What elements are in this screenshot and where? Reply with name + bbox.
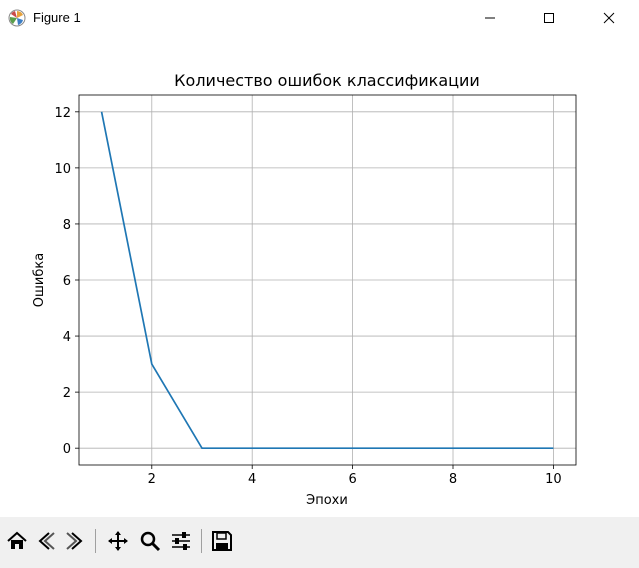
toolbar-separator (201, 529, 202, 553)
figure-canvas[interactable]: 2 4 6 8 10 0 2 4 6 8 10 12 Количество ошибок класси… (0, 37, 639, 517)
x-tick-label: 4 (248, 472, 256, 487)
x-tick-label: 8 (449, 472, 457, 487)
sliders-icon (172, 532, 190, 550)
y-tick-label: 0 (63, 442, 71, 457)
close-icon (603, 12, 615, 24)
window-title: Figure 1 (33, 10, 81, 25)
window-titlebar: Figure 1 (0, 0, 639, 37)
x-tick-label: 6 (348, 472, 356, 487)
matplotlib-logo-icon (8, 9, 26, 27)
x-axis-label: Эпохи (306, 493, 348, 508)
minimize-icon (485, 17, 495, 19)
y-tick-label: 12 (54, 106, 71, 121)
pan-button[interactable] (104, 527, 132, 555)
save-button[interactable] (208, 527, 236, 555)
navigation-toolbar (0, 517, 639, 568)
y-tick-label: 2 (63, 386, 71, 401)
configure-subplots-button[interactable] (167, 527, 195, 555)
axis-ticks: 2 4 6 8 10 0 2 4 6 8 10 12 (54, 106, 561, 487)
x-tick-label: 10 (545, 472, 562, 487)
home-icon (7, 531, 27, 549)
y-tick-label: 6 (63, 274, 71, 289)
floppy-disk-icon (212, 531, 232, 551)
back-arrow-icon (38, 532, 55, 550)
minimize-button[interactable] (467, 0, 513, 36)
chart-title: Количество ошибок классификации (174, 71, 480, 90)
y-tick-label: 10 (54, 162, 71, 177)
grid-lines (79, 95, 576, 465)
toolbar-separator (95, 529, 96, 553)
maximize-button[interactable] (526, 0, 572, 36)
y-tick-label: 8 (63, 218, 71, 233)
move-icon (108, 531, 128, 551)
maximize-icon (544, 13, 554, 23)
y-axis-label: Ошибка (32, 253, 47, 307)
forward-arrow-icon (66, 532, 83, 550)
zoom-button[interactable] (136, 527, 164, 555)
close-button[interactable] (586, 0, 632, 36)
home-button[interactable] (3, 527, 31, 555)
x-tick-label: 2 (148, 472, 156, 487)
series-line (100, 111, 554, 450)
forward-button[interactable] (61, 527, 89, 555)
y-tick-label: 4 (63, 330, 71, 345)
back-button[interactable] (32, 527, 60, 555)
line-chart: 2 4 6 8 10 0 2 4 6 8 10 12 Количество ошибок класси… (32, 71, 577, 508)
magnifier-icon (140, 531, 161, 552)
